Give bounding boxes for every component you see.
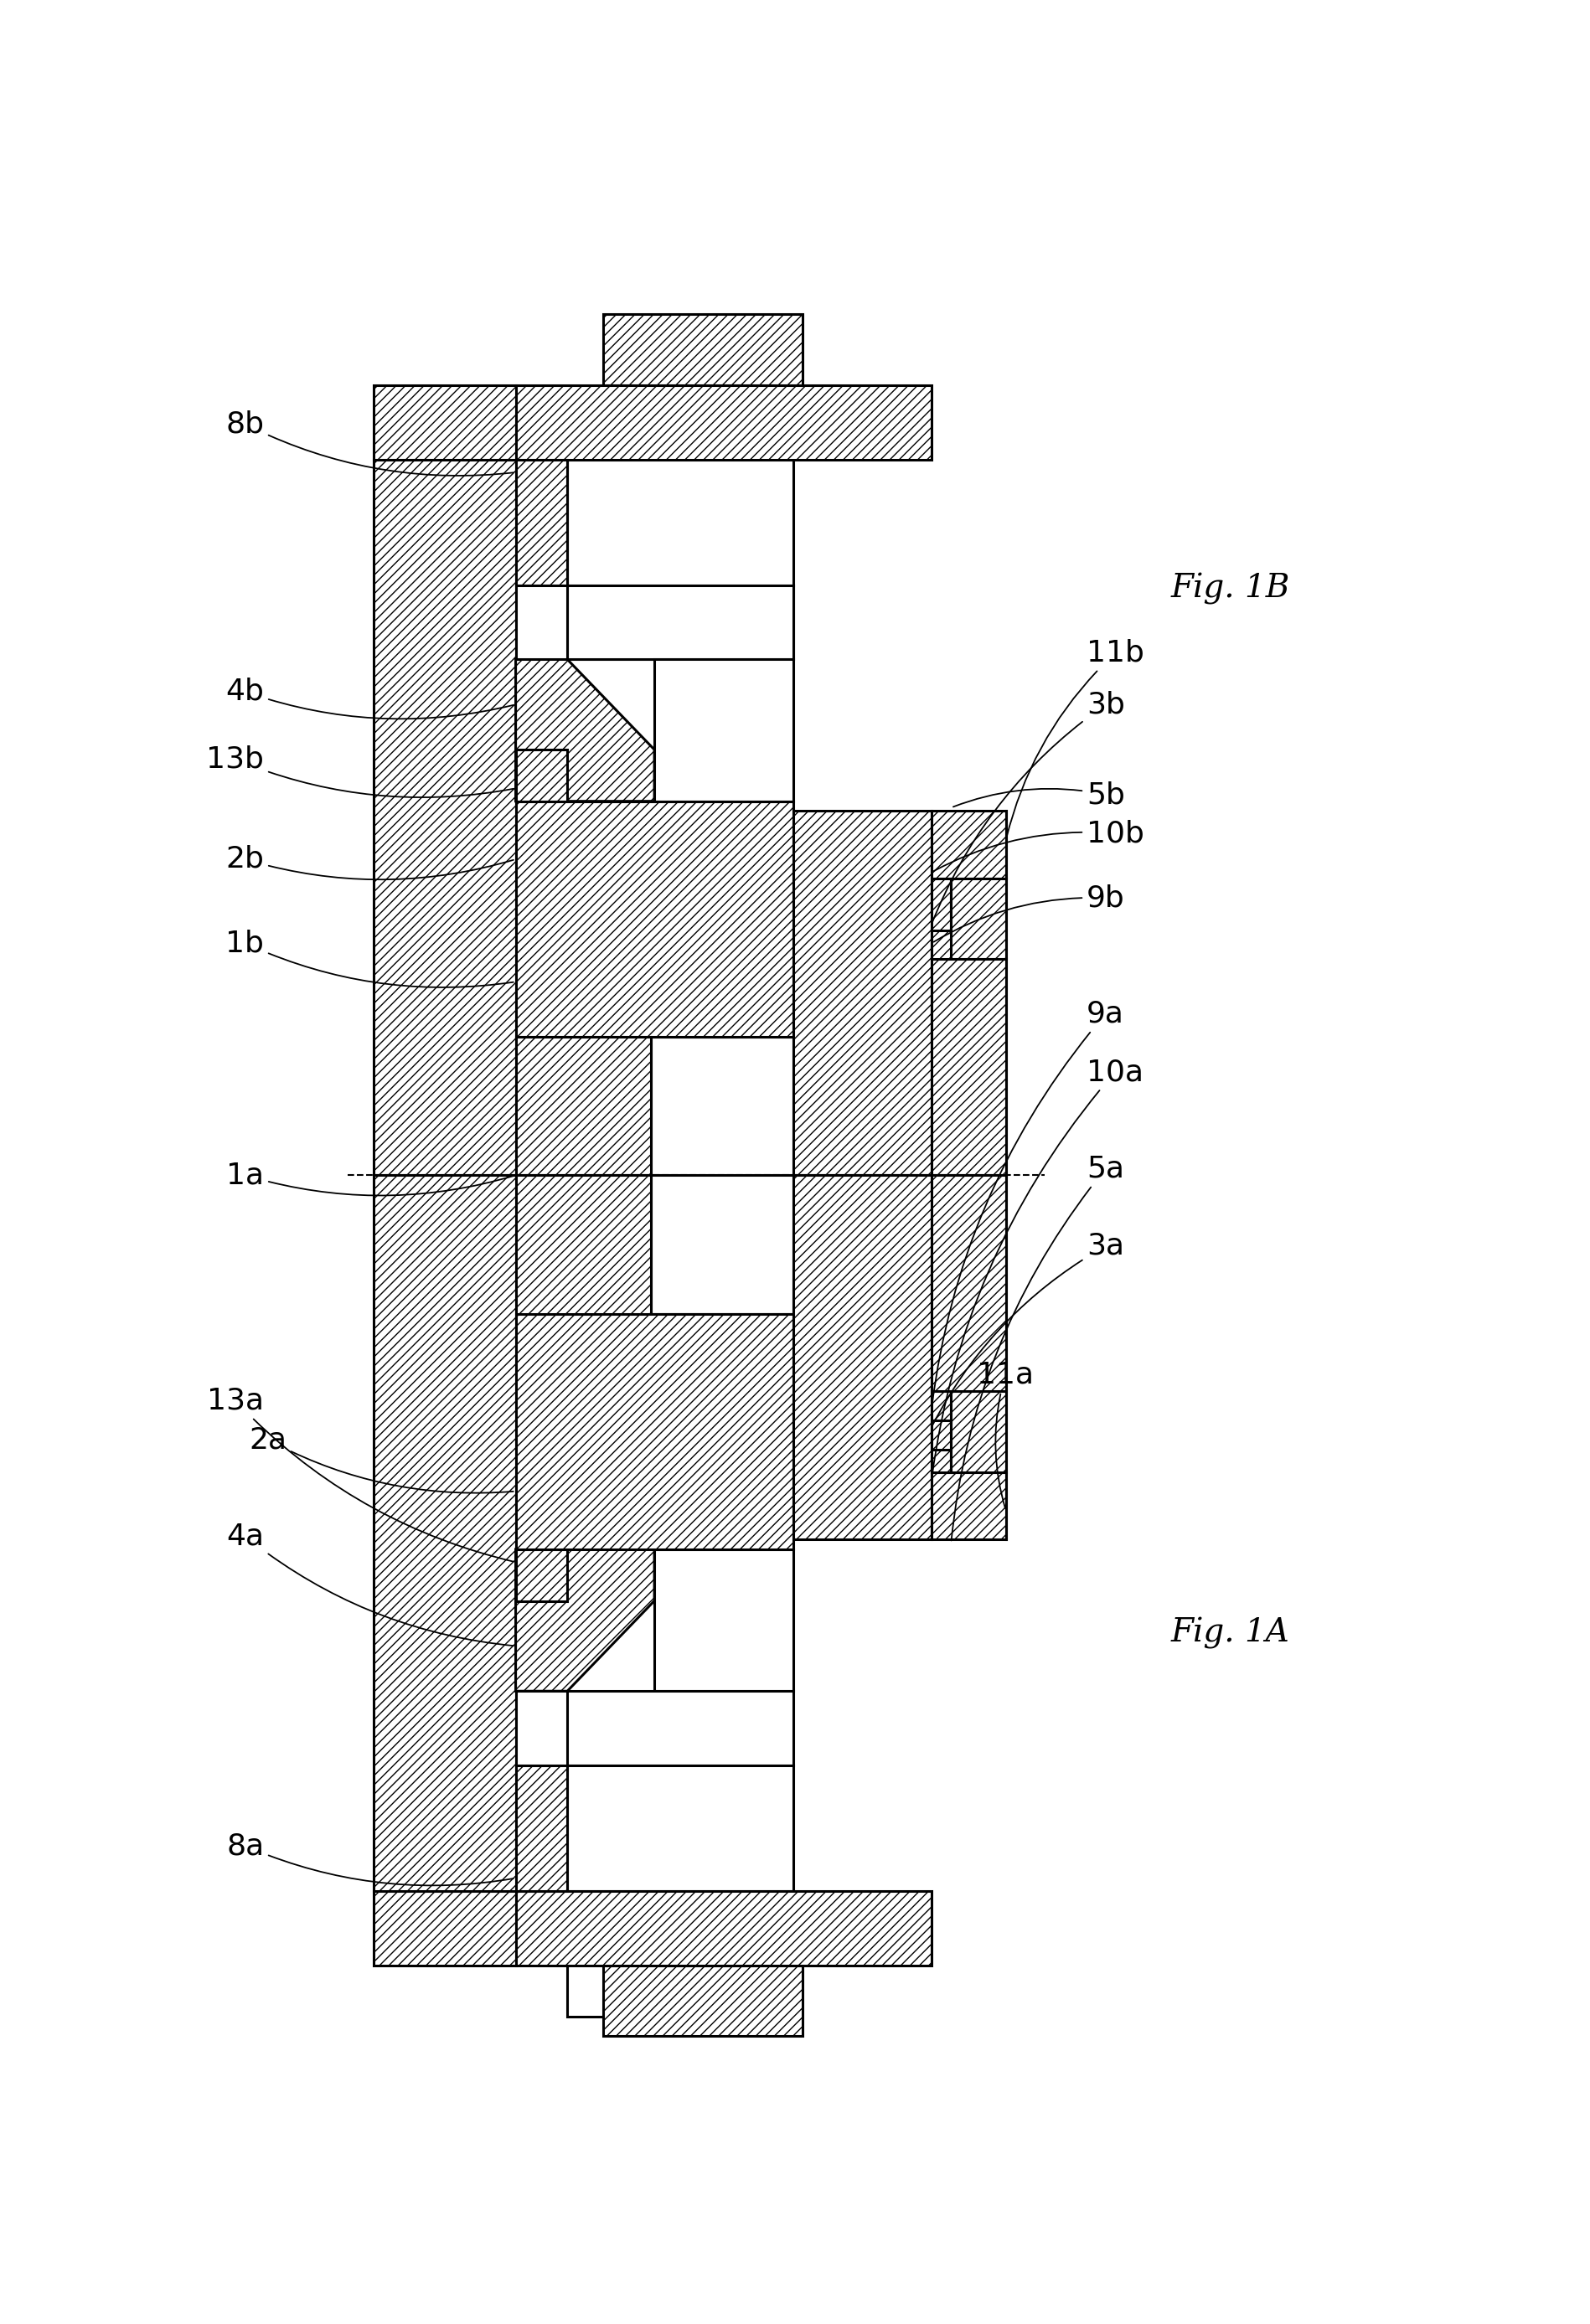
Bar (515, 586, 793, 660)
Bar (932, 1176, 1005, 1392)
Bar (515, 1550, 568, 1601)
Text: 1a: 1a (226, 1162, 514, 1195)
Bar (515, 1692, 568, 1766)
Text: 9a: 9a (932, 999, 1124, 1406)
Text: 11b: 11b (1006, 639, 1143, 837)
Text: 1b: 1b (226, 930, 514, 988)
Text: Fig. 1A: Fig. 1A (1170, 1618, 1288, 1650)
Bar (568, 1892, 793, 2017)
Bar (932, 1420, 951, 1450)
Bar (515, 1692, 793, 1766)
Polygon shape (515, 1550, 653, 1692)
Bar (515, 460, 568, 586)
Bar (793, 1176, 932, 1538)
Text: 3b: 3b (932, 690, 1124, 923)
Text: 2b: 2b (226, 846, 514, 878)
Bar (932, 878, 951, 960)
Bar (793, 811, 932, 1176)
Text: 8a: 8a (226, 1831, 514, 1885)
Text: 4b: 4b (226, 676, 514, 718)
Bar (515, 802, 793, 1037)
Bar (951, 1392, 1005, 1471)
Text: 8b: 8b (226, 409, 514, 476)
Bar (932, 960, 1005, 1176)
Bar (650, 1037, 793, 1176)
Bar (932, 1392, 951, 1471)
Bar (650, 1313, 793, 1538)
Bar (650, 1176, 793, 1313)
Bar (374, 386, 515, 460)
Text: 3a: 3a (932, 1232, 1124, 1425)
Bar (515, 386, 932, 460)
Text: 10b: 10b (933, 820, 1143, 872)
Bar (374, 1176, 515, 1892)
Bar (653, 1550, 793, 1692)
Text: 10a: 10a (932, 1057, 1143, 1476)
Text: 11a: 11a (976, 1362, 1034, 1508)
Bar (515, 1892, 932, 1966)
Text: 13a: 13a (207, 1387, 514, 1562)
Bar (603, 1966, 803, 2036)
Bar (650, 811, 793, 1037)
Bar (515, 1176, 650, 1313)
Bar (603, 314, 803, 386)
Text: 4a: 4a (226, 1522, 514, 1645)
Bar (653, 660, 793, 802)
Bar (515, 586, 568, 660)
Bar (515, 1766, 568, 1892)
Polygon shape (515, 660, 653, 802)
Bar (515, 1313, 793, 1550)
Text: 13b: 13b (207, 746, 514, 797)
Bar (374, 1892, 515, 1966)
Bar (932, 930, 951, 960)
Bar (568, 460, 793, 586)
Bar (951, 878, 1005, 960)
Text: 9b: 9b (933, 883, 1124, 941)
Bar (932, 1471, 1005, 1538)
Text: 5a: 5a (951, 1155, 1124, 1541)
Text: Fig. 1B: Fig. 1B (1170, 572, 1289, 604)
Bar (515, 1037, 650, 1176)
Bar (932, 811, 1005, 878)
Bar (568, 1766, 793, 1892)
Text: 5b: 5b (952, 781, 1124, 809)
Bar (515, 751, 568, 802)
Bar (515, 586, 793, 660)
Bar (374, 460, 515, 1176)
Text: 2a: 2a (250, 1425, 514, 1492)
Bar (515, 586, 568, 660)
